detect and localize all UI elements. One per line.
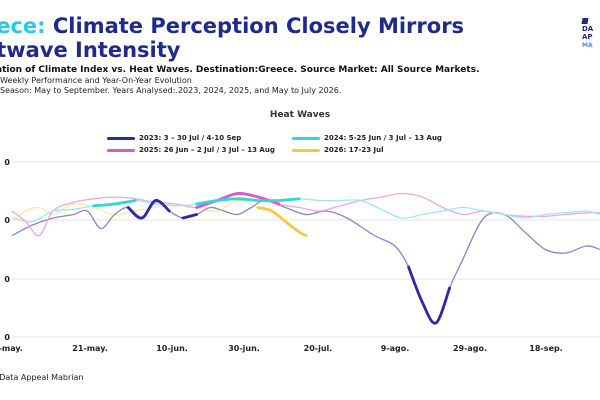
x-tick-label: 18-sep. [529, 344, 562, 353]
x-tick-label: 1-may. [0, 344, 23, 353]
legend-label-2023: 2023: 3 – 30 Jul / 4-10 Sep [139, 134, 242, 142]
legend-swatch-2023 [107, 136, 135, 140]
heatwave-segment-1 [195, 197, 301, 206]
info-line-2: Season: May to September. Years Analysed… [0, 86, 342, 95]
page-subtitle: ation of Climate Index vs. Heat Waves. D… [0, 65, 480, 75]
heatwave-segment-0 [181, 213, 198, 220]
info-block: Weekly Performance and Year-On-Year Evol… [0, 76, 341, 96]
chart-title: Heat Waves [269, 110, 331, 120]
heatwave-segment-0 [126, 199, 171, 220]
page-title: eece: Climate Perception Closely Mirrors… [0, 14, 562, 62]
legend-swatch-2026 [292, 148, 320, 152]
logo-line3: MA [582, 42, 593, 49]
x-tick-label: 21-may. [72, 344, 107, 353]
legend-item-2026: 2026: 17-23 Jul [292, 146, 384, 154]
y-tick-label: 0 [4, 333, 10, 342]
brand-logo: DA AP MA [581, 18, 600, 50]
legend-swatch-2025 [107, 148, 135, 152]
title-accent: eece: [0, 14, 46, 38]
title-main: Climate Perception Closely Mirrors [52, 14, 465, 38]
heatwave-segment-3 [256, 206, 308, 237]
info-line-1: Weekly Performance and Year-On-Year Evol… [0, 76, 192, 85]
legend-swatch-2024 [292, 136, 320, 140]
legend-item-2024: 2024: 5-25 Jun / 3 Jul – 13 Aug [292, 134, 442, 142]
logo-line1: DA [582, 25, 594, 33]
y-tick-label: 0 [4, 158, 10, 167]
x-tick-label: 20-jul. [304, 344, 333, 353]
y-tick-label: 0 [4, 216, 10, 225]
legend-label-2025: 2025: 26 Jun – 2 Jul / 3 Jul – 13 Aug [139, 146, 275, 154]
heatwave-segment-1 [92, 199, 137, 208]
x-tick-label: 9-ago. [381, 344, 410, 353]
source-note: : Data Appeal Mabrian [0, 373, 84, 382]
x-tick-label: 30-jun. [228, 344, 260, 353]
x-tick-label: 10-jun. [156, 344, 188, 353]
y-tick-label: 0 [4, 275, 10, 284]
title-line2: atwave Intensity [0, 38, 181, 62]
legend-item-2023: 2023: 3 – 30 Jul / 4-10 Sep [107, 134, 241, 142]
legend-label-2026: 2026: 17-23 Jul [324, 146, 384, 154]
logo-line2: AP [582, 33, 593, 41]
x-tick-label: 29-ago. [453, 344, 487, 353]
legend-item-2025: 2025: 26 Jun – 2 Jul / 3 Jul – 13 Aug [107, 146, 275, 154]
legend-label-2024: 2024: 5-25 Jun / 3 Jul – 13 Aug [324, 134, 442, 142]
heatwave-segment-0 [407, 265, 451, 325]
series-line-0 [11, 199, 600, 324]
chart-legend: 2023: 3 – 30 Jul / 4-10 Sep 2024: 5-25 J… [0, 134, 600, 156]
